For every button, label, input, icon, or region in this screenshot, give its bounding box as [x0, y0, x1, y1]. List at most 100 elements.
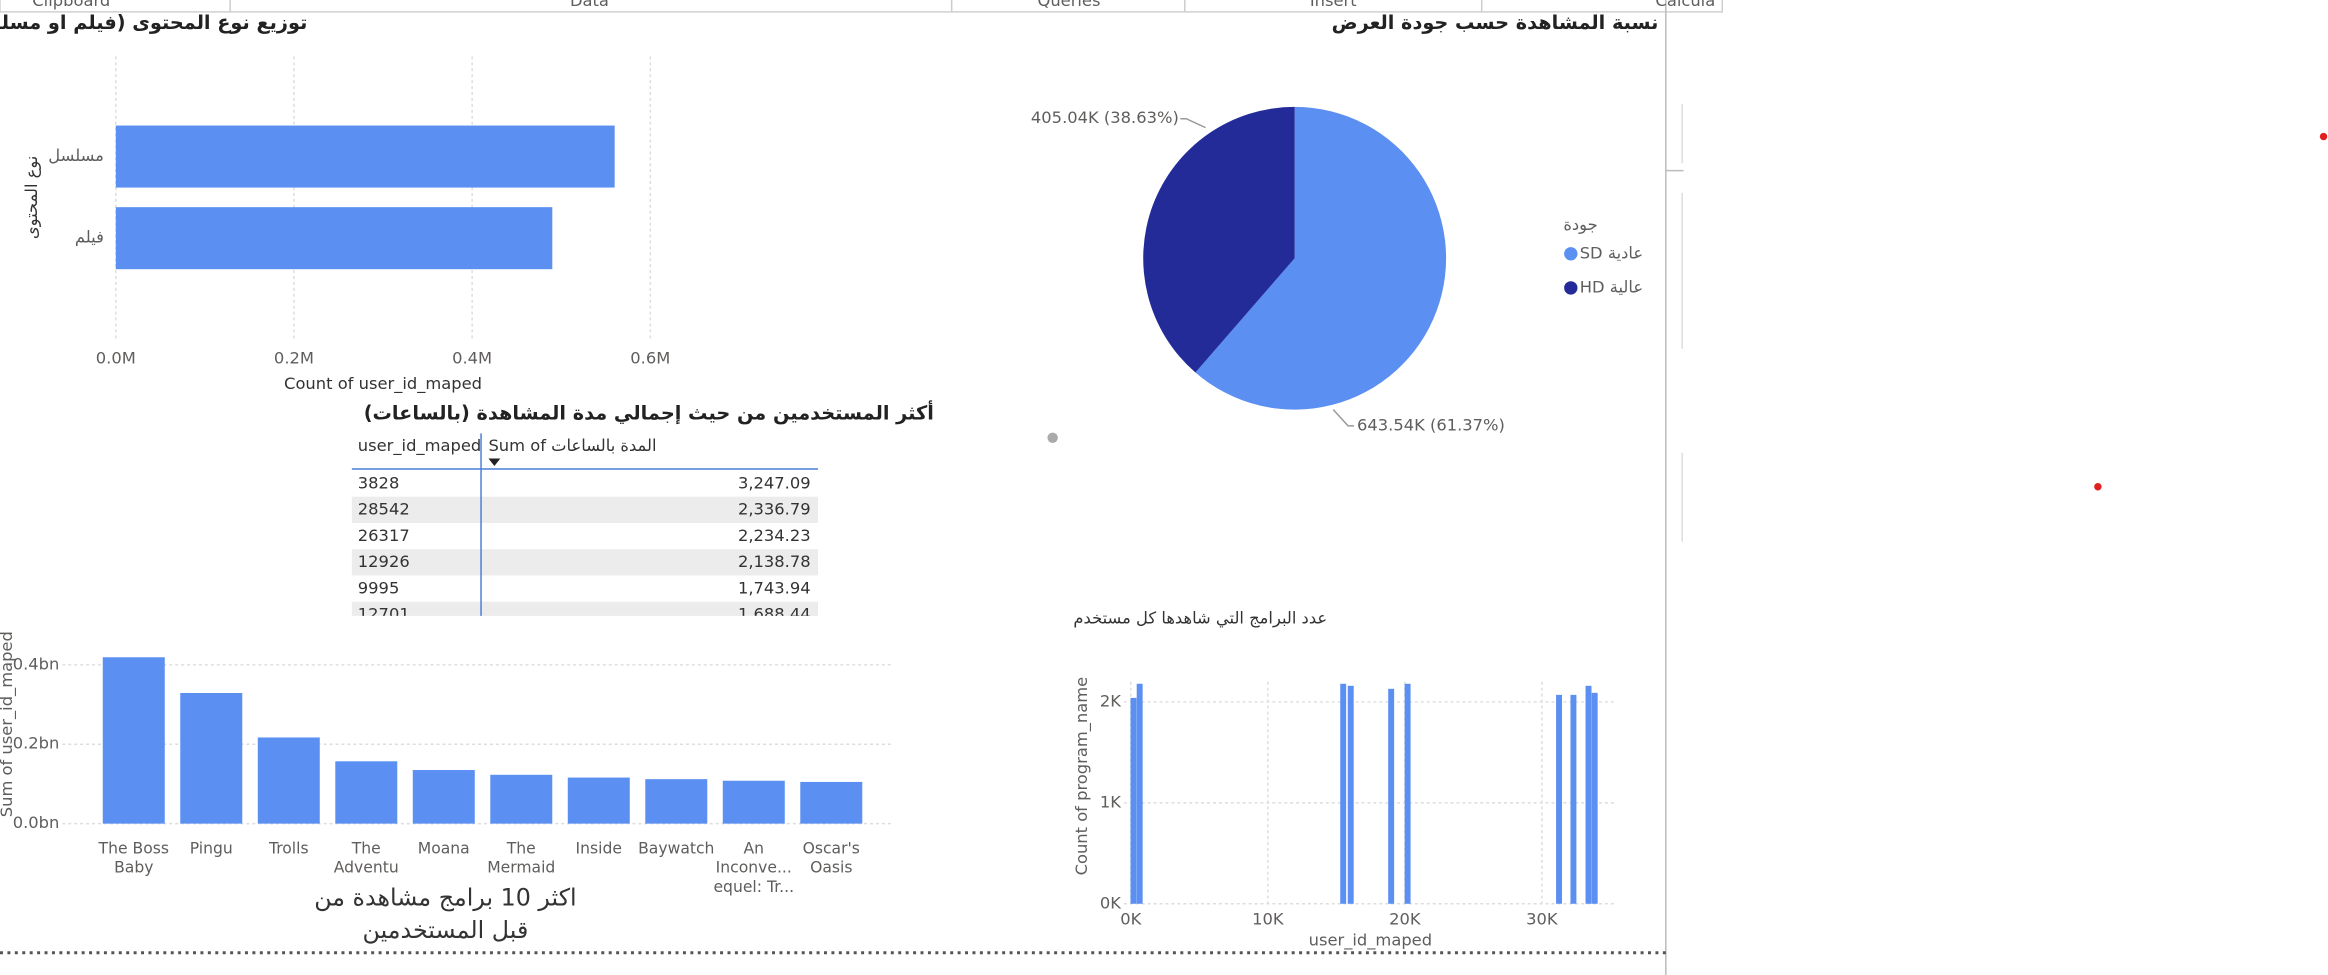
- chart-title: توزيع نوع المحتوى (فيلم او مسلسل): [0, 11, 307, 34]
- legend-marker: [1564, 247, 1578, 261]
- x-tick-label-box: Moana: [417, 839, 470, 858]
- x-tick-label-box: The Boss Baby: [98, 839, 169, 878]
- bar: [1388, 688, 1395, 904]
- bar: [800, 781, 863, 824]
- x-tick-label: 0.0M: [96, 349, 136, 368]
- x-tick-label: The Mermaid: [487, 839, 556, 878]
- table-title: أكثر المستخدمين من حيث إجمالي مدة المشاه…: [364, 401, 934, 425]
- pie-slice: [1195, 106, 1447, 410]
- y-tick-label: 0.2bn: [13, 734, 60, 753]
- row-band: [351, 496, 819, 523]
- x-tick-label-box: Inside: [575, 839, 622, 858]
- y-axis-label: نوع المحتوى: [22, 156, 42, 239]
- x-tick-label: 10K: [1252, 910, 1285, 929]
- x-tick-label: 0.6M: [630, 349, 670, 368]
- legend-label: SD عادية: [1580, 243, 1643, 262]
- table-cell: 1,688.44: [738, 605, 811, 624]
- table-cell: 2,336.79: [738, 500, 811, 519]
- y-tick-label: 0K: [1100, 893, 1122, 912]
- leader-line: [1332, 409, 1355, 427]
- x-tick-label: 0.2M: [274, 349, 314, 368]
- pie-slice: [1143, 106, 1295, 373]
- table-cell: 1,743.94: [738, 578, 811, 597]
- chart-title: اكثر 10 برامج مشاهدة من قبل المستخدمين: [314, 882, 577, 944]
- table-cell: 3,247.09: [738, 473, 811, 492]
- legend-label: HD عالية: [1580, 277, 1643, 296]
- y-tick-label: مسلسل: [48, 146, 104, 165]
- x-tick-label-box: An Inconve... equel: Tr...: [713, 839, 795, 897]
- column-header: user_id_maped: [358, 436, 481, 456]
- table-cell: 9995: [358, 578, 400, 597]
- table-cell: 28542: [358, 500, 410, 519]
- table-body: 3828 3,247.09 28542 2,336.79 26317 2,234.23 12…: [351, 473, 819, 624]
- x-tick-label: Trolls: [268, 839, 309, 858]
- x-tick-label: Baywatch: [638, 839, 715, 858]
- leader-line: [1180, 117, 1206, 129]
- bar: [115, 207, 553, 270]
- chart-title-box: اكثر 10 برامج مشاهدة من قبل المستخدمين: [314, 882, 577, 944]
- y-axis-label: Sum of user_id_maped: [0, 631, 17, 817]
- bar: [1570, 694, 1577, 904]
- x-tick-label: 0K: [1120, 910, 1142, 929]
- ribbon-tab: Calcula: [1655, 0, 1715, 10]
- legend-marker: [1564, 281, 1578, 295]
- x-axis-label: Count of user_id_maped: [284, 374, 482, 394]
- bar: [645, 779, 708, 824]
- x-tick-label: The Boss Baby: [98, 839, 169, 878]
- bar: [1556, 694, 1563, 904]
- bar: [1591, 692, 1598, 904]
- ribbon-tab: Queries: [1037, 0, 1100, 10]
- x-tick-label: 20K: [1389, 910, 1422, 929]
- x-tick-label: 30K: [1526, 910, 1559, 929]
- resize-handle[interactable]: [1047, 432, 1058, 443]
- table-cell: 12701: [358, 605, 410, 624]
- x-tick-label-box: The Adventu: [333, 839, 399, 878]
- x-tick-label-box: Trolls: [268, 839, 309, 858]
- y-axis-label: Count of program_name: [1072, 677, 1092, 876]
- y-tick-label: 0.0bn: [13, 813, 60, 832]
- ribbon-tab: Insert: [1310, 0, 1357, 10]
- x-tick-label: 0.4M: [452, 349, 492, 368]
- bar: [1347, 685, 1354, 904]
- bar: [490, 774, 553, 824]
- table-cell: 2,138.78: [738, 552, 811, 571]
- bar: [1404, 683, 1411, 904]
- bar: [412, 770, 475, 824]
- bar: [1136, 683, 1143, 904]
- table-cell: 26317: [358, 526, 410, 545]
- bar: [1130, 697, 1137, 904]
- x-tick-label: An Inconve... equel: Tr...: [713, 839, 795, 897]
- sort-indicator: [488, 458, 501, 466]
- bar: [115, 125, 615, 188]
- x-tick-label: Moana: [417, 839, 470, 858]
- chart-title: نسبة المشاهدة حسب جودة العرض: [1332, 11, 1659, 34]
- ribbon-tab: Data: [570, 0, 609, 10]
- x-tick-label: Inside: [575, 839, 622, 858]
- chart-title: عدد البرامج التي شاهدها كل مستخدم: [1073, 608, 1327, 628]
- bar: [102, 657, 165, 824]
- x-tick-label: Pingu: [189, 839, 233, 858]
- y-tick-label: 1K: [1100, 792, 1122, 811]
- legend-title: جودة: [1563, 215, 1597, 235]
- table-cell: 2,234.23: [738, 526, 811, 545]
- bar: [1585, 685, 1592, 904]
- x-tick-label-box: The Mermaid: [487, 839, 556, 878]
- bar: [180, 692, 243, 824]
- x-tick-label-box: Baywatch: [638, 839, 715, 858]
- x-axis-label: user_id_maped: [1309, 930, 1432, 950]
- x-tick-label: The Adventu: [333, 839, 399, 878]
- y-tick-label: 2K: [1100, 691, 1122, 710]
- marker: [2319, 132, 2328, 141]
- y-tick-label: فيلم: [75, 228, 104, 247]
- x-tick-label-box: Oscar's Oasis: [802, 839, 860, 878]
- x-tick-label: Oscar's Oasis: [802, 839, 860, 878]
- column-header: Sum of المدة بالساعات: [488, 436, 656, 455]
- x-tick-label-box: Pingu: [189, 839, 233, 858]
- table-cell: 3828: [358, 473, 400, 492]
- data-label: 643.54K (61.37%): [1357, 415, 1505, 434]
- table-cell: 12926: [358, 552, 410, 571]
- bar: [257, 737, 320, 824]
- bar: [567, 777, 630, 824]
